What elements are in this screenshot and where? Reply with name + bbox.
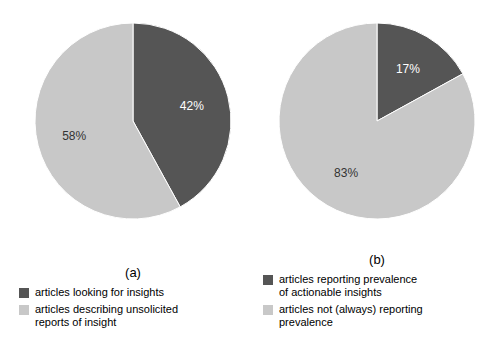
html-text:(a): (a) <box>125 265 141 280</box>
html-text:articles not (always) reportin: articles not (always) reporting prevalen… <box>279 303 423 328</box>
svg-text:17%: 17% <box>396 62 420 76</box>
html-text:articles reporting prevalence: articles reporting prevalence of actiona… <box>279 273 418 298</box>
svg-text:83%: 83% <box>334 166 358 180</box>
html-text:articles looking for insights: articles looking for insights <box>35 286 164 298</box>
html-text:(b): (b) <box>369 252 385 267</box>
svg-text:58%: 58% <box>62 129 86 143</box>
html-text:articles describing unsolicite: articles describing unsolicited reports … <box>35 303 179 328</box>
svg-text:42%: 42% <box>180 99 204 113</box>
